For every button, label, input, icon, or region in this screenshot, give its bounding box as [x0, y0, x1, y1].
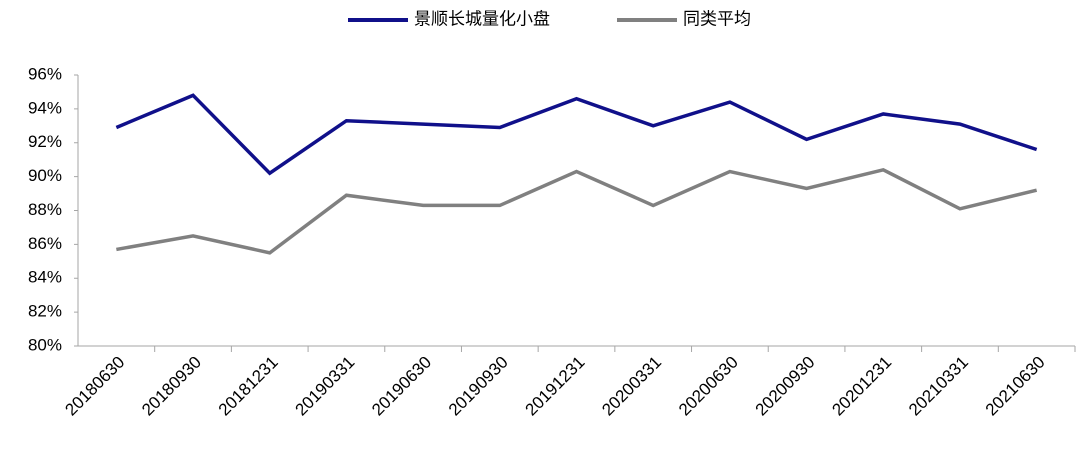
legend-label: 景顺长城量化小盘: [414, 9, 550, 28]
x-tick-label: 20190630: [368, 353, 435, 420]
x-tick-label: 20190331: [292, 353, 359, 420]
y-tick-label: 92%: [28, 132, 62, 151]
x-tick-label: 20180630: [61, 353, 128, 420]
x-tick-label: 20210630: [982, 353, 1049, 420]
x-tick-label: 20200930: [752, 353, 819, 420]
x-tick-label: 20210331: [905, 353, 972, 420]
y-tick-label: 82%: [28, 302, 62, 321]
y-tick-label: 80%: [28, 335, 62, 354]
x-tick-label: 20200630: [675, 353, 742, 420]
x-tick-label: 20201231: [828, 353, 895, 420]
x-tick-label: 20181231: [215, 353, 282, 420]
y-tick-label: 86%: [28, 234, 62, 253]
y-tick-label: 90%: [28, 166, 62, 185]
y-tick-label: 96%: [28, 64, 62, 83]
line: [115, 93, 1038, 176]
line: [116, 167, 1038, 255]
y-tick-label: 94%: [28, 98, 62, 117]
x-tick-label: 20180930: [138, 353, 205, 420]
x-tick-label: 20200331: [598, 353, 665, 420]
x-tick-label: 20191231: [522, 353, 589, 420]
legend-label: 同类平均: [683, 9, 751, 28]
x-tick-label: 20190930: [445, 353, 512, 420]
y-tick-label: 84%: [28, 268, 62, 287]
y-tick-label: 88%: [28, 200, 62, 219]
